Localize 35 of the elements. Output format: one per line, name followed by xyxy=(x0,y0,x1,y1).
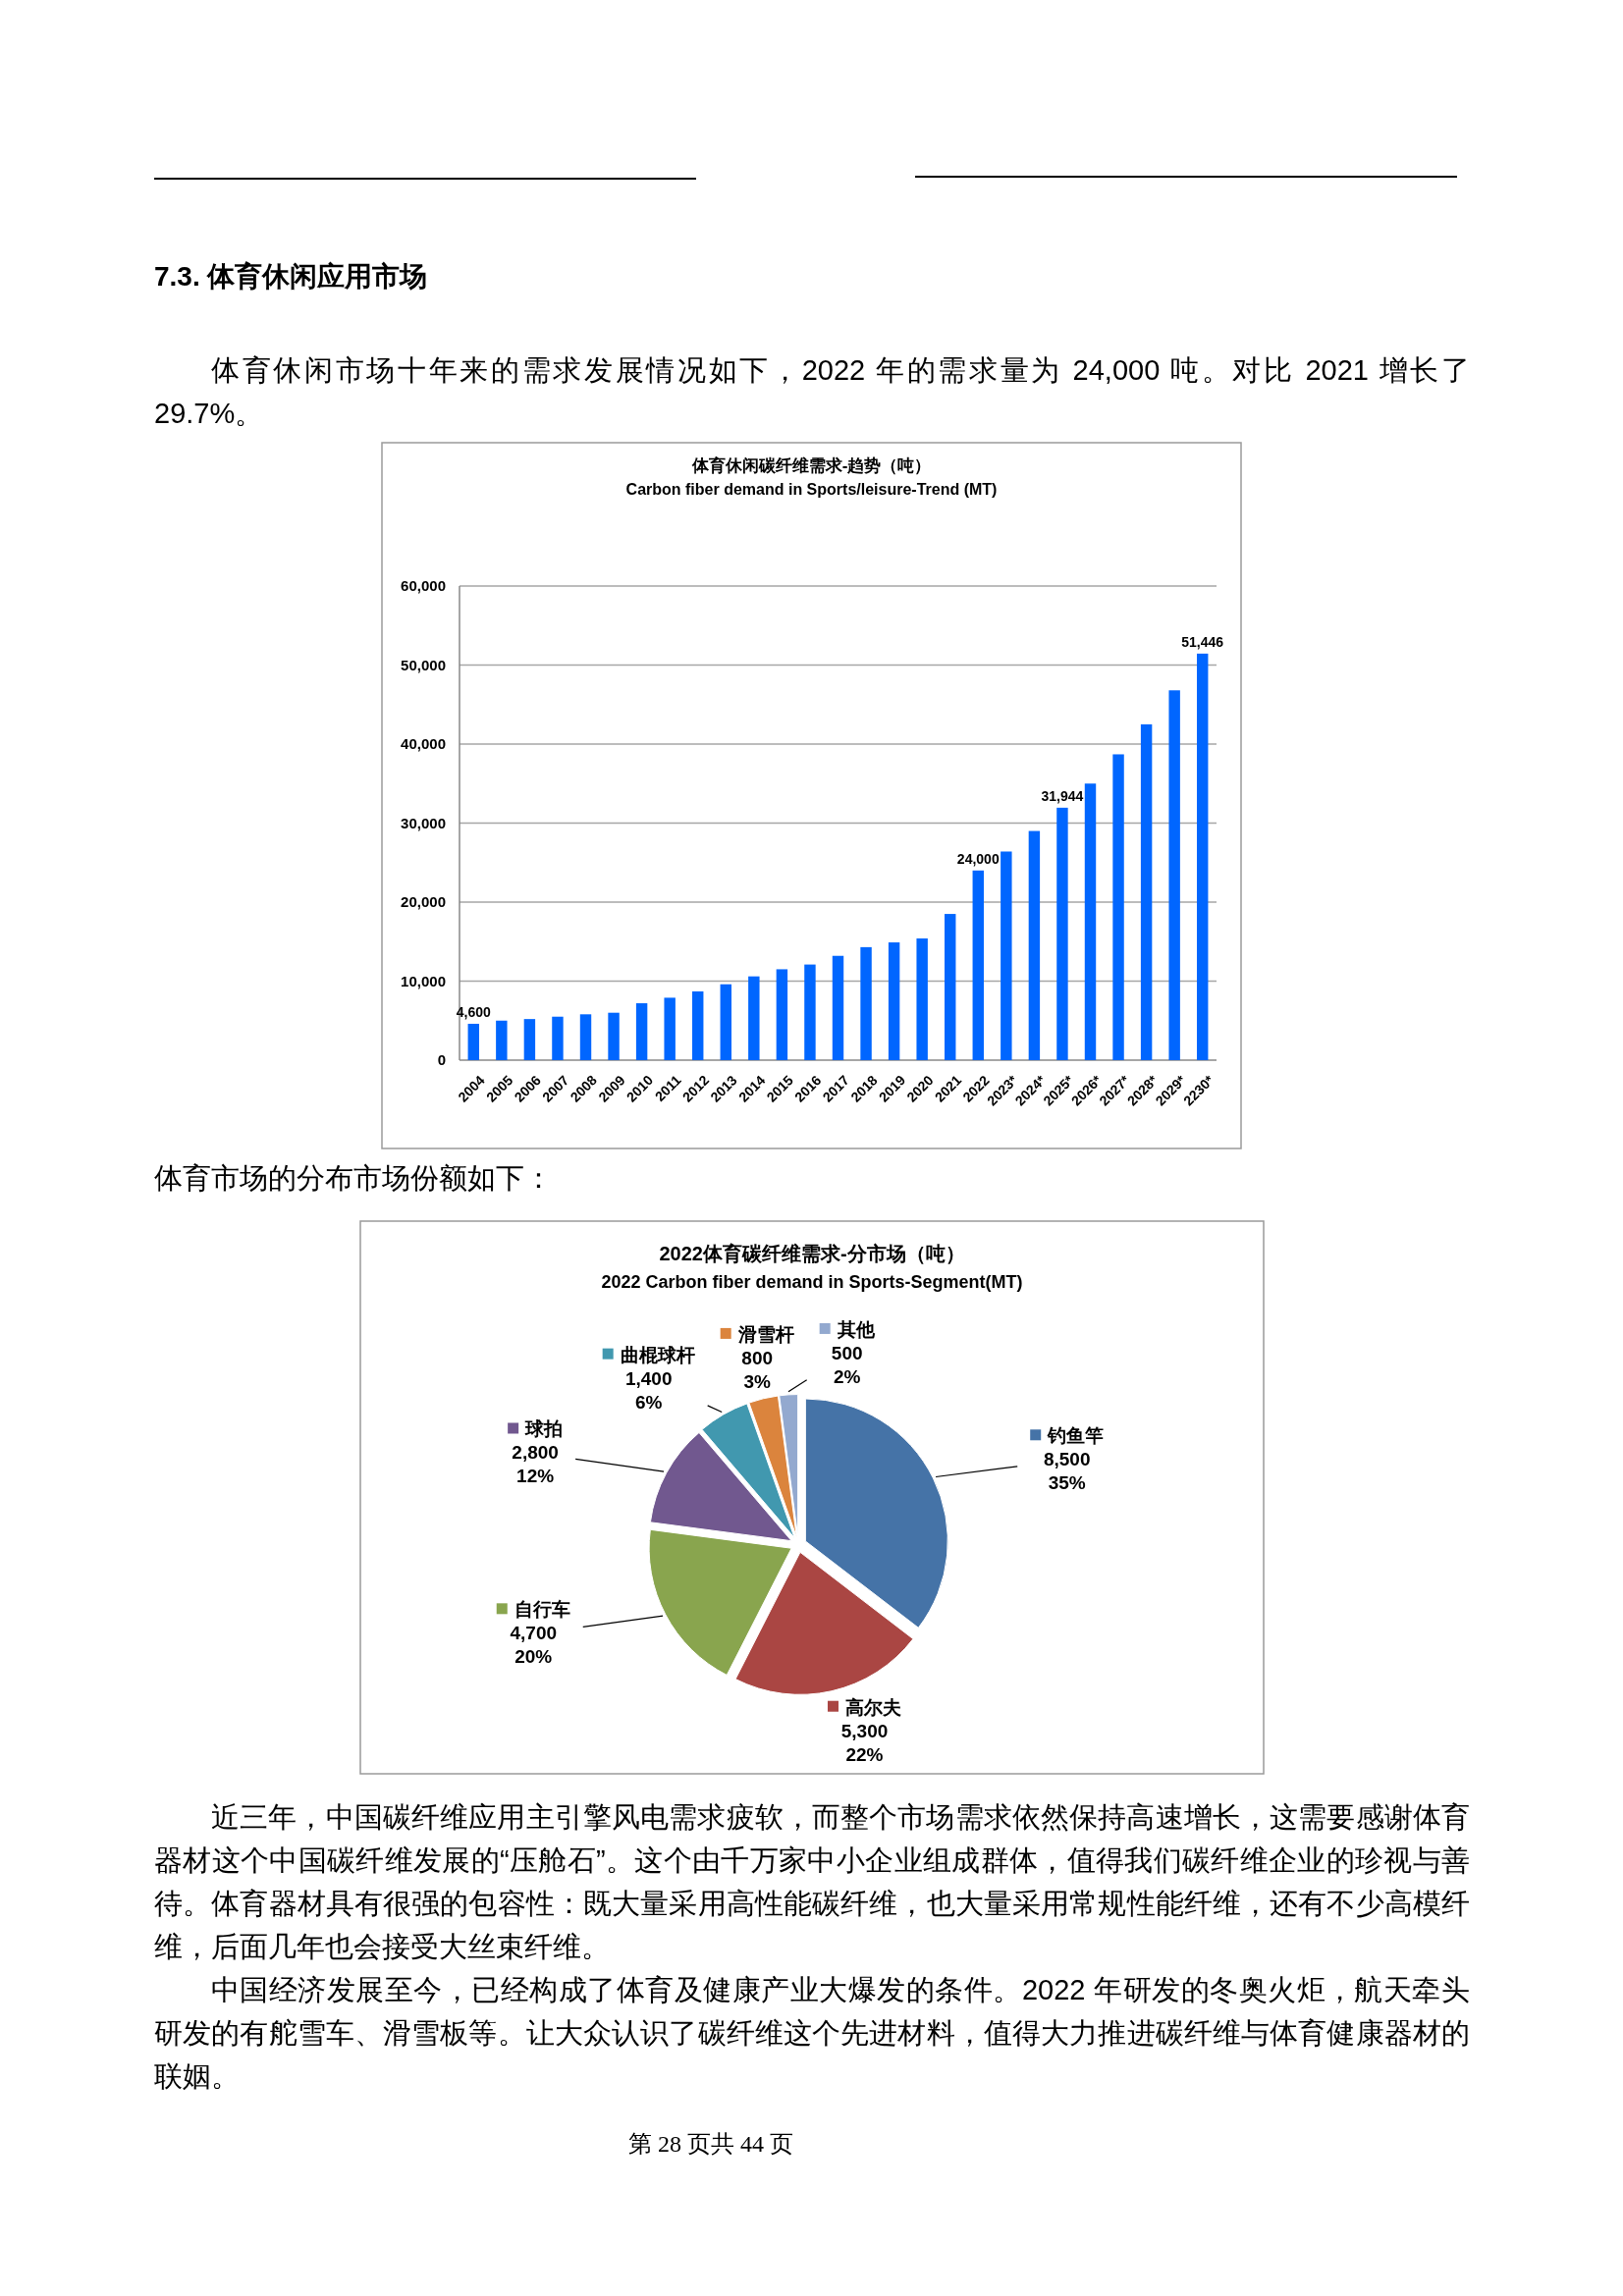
value-label: 51,446 xyxy=(1181,633,1224,650)
value-label: 1,400 6% xyxy=(624,1367,673,1413)
category-label: 曲棍球杆 xyxy=(620,1344,695,1365)
y-tick-label: 10,000 xyxy=(401,972,446,989)
value-label: 24,000 xyxy=(956,850,1000,867)
category-label: 球拍 xyxy=(525,1418,564,1440)
value-label: 4,600 xyxy=(456,1003,491,1020)
value-label: 500 2% xyxy=(831,1342,863,1387)
category-label: 自行车 xyxy=(514,1599,570,1621)
value-label: 800 3% xyxy=(741,1347,773,1392)
annotation: 第 28 页共 44 页 xyxy=(627,2130,794,2159)
subtitle: 2022 Carbon fiber demand in Sports-Segment(MT) xyxy=(601,1272,1023,1292)
y-tick-label: 60,000 xyxy=(401,577,446,594)
annotation: 体育休闲市场十年来的需求发展情况如下，2022 年的需求量为 24,000 吨。对比 2021 增长了 29.7%。 xyxy=(154,353,1470,431)
value-label: 31,944 xyxy=(1041,787,1084,804)
y-tick-label: 30,000 xyxy=(401,814,446,831)
category-label: 滑雪杆 xyxy=(737,1323,794,1345)
category-label: 钓鱼竿 xyxy=(1048,1425,1105,1447)
annotation: 中国经济发展至今，已经构成了体育及健康产业大爆发的条件。2022 年研发的冬奥火炬，航天牵头研发的有舵雪车、滑雪板等。让大众认识了碳纤维这个先进材料，值得大力推进碳纤维与体育健康器材的联姻。 xyxy=(154,1973,1470,2094)
title: 2022体育碳纤维需求-分市场（吨） xyxy=(659,1243,965,1264)
y-tick-label: 20,000 xyxy=(401,893,446,910)
subtitle: Carbon fiber demand in Sports/leisure-Trend (MT) xyxy=(625,481,998,498)
y-tick-label: 40,000 xyxy=(401,735,446,752)
value-label: 8,500 35% xyxy=(1043,1449,1091,1494)
y-tick-label: 0 xyxy=(437,1051,446,1068)
y-tick-label: 50,000 xyxy=(401,656,446,673)
title: 体育休闲碳纤维需求-趋势（吨） xyxy=(691,456,932,475)
annotation: 7.3. 体育休闲应用市场 xyxy=(154,260,428,294)
annotation: 近三年，中国碳纤维应用主引擎风电需求疲软，而整个市场需求依然保持高速增长，这需要感谢体育器材这个中国碳纤维发展的“压舱石”。这个由千万家中小企业组成群体，值得我们碳纤维企业的珍视与善待。体育器材具有很强的包容性：既大量采用高性能碳纤维，也大量采用常规性能纤维，还有不少高模纤维，后面几年也会接受大丝束纤维。 xyxy=(154,1800,1470,1964)
category-label: 高尔夫 xyxy=(845,1696,901,1718)
annotation: 体育市场的分布市场份额如下： xyxy=(154,1161,553,1196)
value-label: 5,300 22% xyxy=(840,1720,889,1765)
value-label: 4,700 20% xyxy=(510,1623,557,1668)
value-label: 2,800 12% xyxy=(512,1442,559,1487)
category-label: 其他 xyxy=(837,1318,875,1340)
